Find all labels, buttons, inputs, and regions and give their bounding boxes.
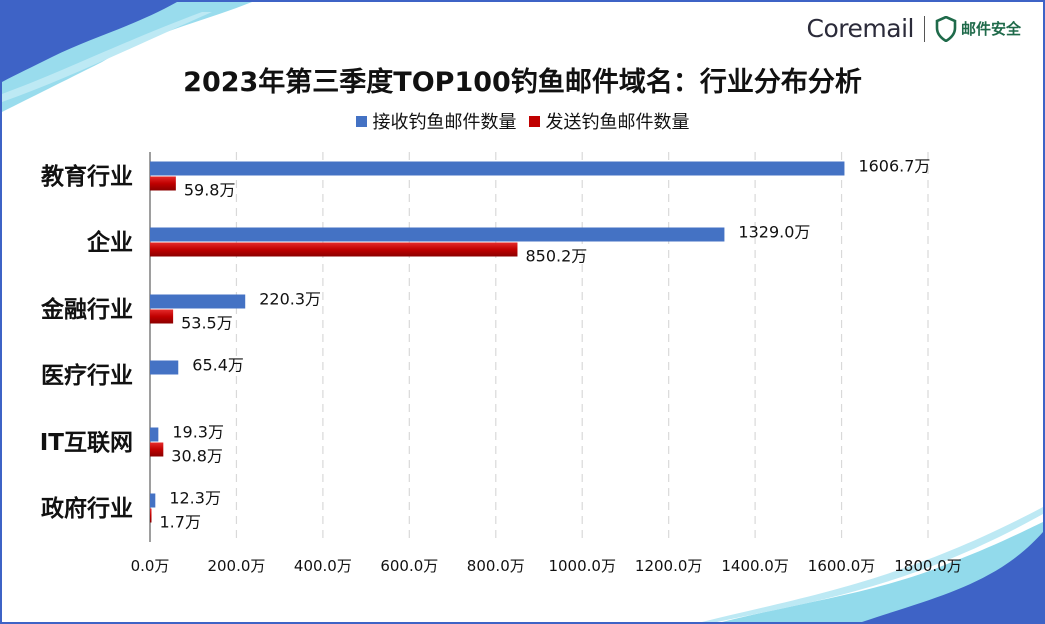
bar-received-0 [150,161,845,176]
category-label-1: 企业 [86,229,133,256]
bar-sent-4 [150,442,164,457]
x-tick-label-200: 200.0万 [207,557,265,575]
x-tick-label-800: 800.0万 [467,557,525,575]
chart-title: 2023年第三季度TOP100钓鱼邮件域名：行业分布分析 [183,67,862,98]
bar-received-5 [150,493,156,508]
chart-legend: 接收钓鱼邮件数量 发送钓鱼邮件数量 [2,108,1043,134]
wave-bottom-right-dark [862,532,1043,622]
bar-layer [150,161,845,523]
brand-name: Coremail [806,14,915,43]
data-label-sent-1: 850.2万 [525,247,587,266]
wave-top-left-thin [2,12,212,102]
legend-swatch-sent [528,115,540,127]
brand-subtitle: 邮件安全 [960,20,1021,38]
legend-item-received: 接收钓鱼邮件数量 [355,108,517,134]
data-label-sent-0: 59.8万 [184,181,236,200]
category-label-2: 金融行业 [40,296,133,323]
brand-separator [923,15,925,42]
x-tick-label-1600: 1600.0万 [808,557,876,575]
legend-item-sent: 发送钓鱼邮件数量 [528,108,690,134]
data-label-received-0: 1606.7万 [858,157,930,176]
data-label-received-2: 220.3万 [259,290,321,309]
brand-logo: Coremail 邮件安全 [807,14,1021,43]
data-label-sent-2: 53.5万 [181,314,233,333]
data-label-received-5: 12.3万 [169,489,221,508]
category-label-3: 医疗行业 [41,362,133,389]
x-tick-label-1200: 1200.0万 [635,557,703,575]
category-label-0: 教育行业 [41,163,133,190]
data-label-received-1: 1329.0万 [738,223,810,242]
x-tick-label-600: 600.0万 [380,557,438,575]
x-tick-label-1800: 1800.0万 [894,557,962,575]
data-label-received-4: 19.3万 [172,423,224,442]
data-label-sent-5: 1.7万 [160,513,201,532]
category-label-4: IT互联网 [40,430,133,456]
legend-swatch-received [355,115,367,127]
legend-label-received: 接收钓鱼邮件数量 [372,112,517,133]
bar-sent-1 [150,242,518,257]
legend-label-sent: 发送钓鱼邮件数量 [545,112,690,133]
data-label-received-3: 65.4万 [192,356,244,375]
x-tick-label-1400: 1400.0万 [721,557,789,575]
bar-sent-2 [150,309,174,324]
data-label-sent-4: 30.8万 [171,447,223,466]
shield-icon [935,15,957,42]
x-tick-label-1000: 1000.0万 [548,557,616,575]
category-label-5: 政府行业 [41,495,133,522]
grid-layer [149,152,929,542]
wave-top-left-dark [2,2,177,82]
bar-received-4 [150,427,159,442]
x-tick-label-400: 400.0万 [294,557,352,575]
bar-sent-0 [150,176,176,191]
label-layer: 0.0万 200.0万 400.0万 600.0万 800.0万 1000.0万 1200.… [40,157,962,576]
bar-received-3 [150,360,179,375]
bar-sent-5 [150,508,152,523]
x-tick-label-0: 0.0万 [131,557,170,575]
bar-received-2 [150,294,246,309]
bar-received-1 [150,227,725,242]
